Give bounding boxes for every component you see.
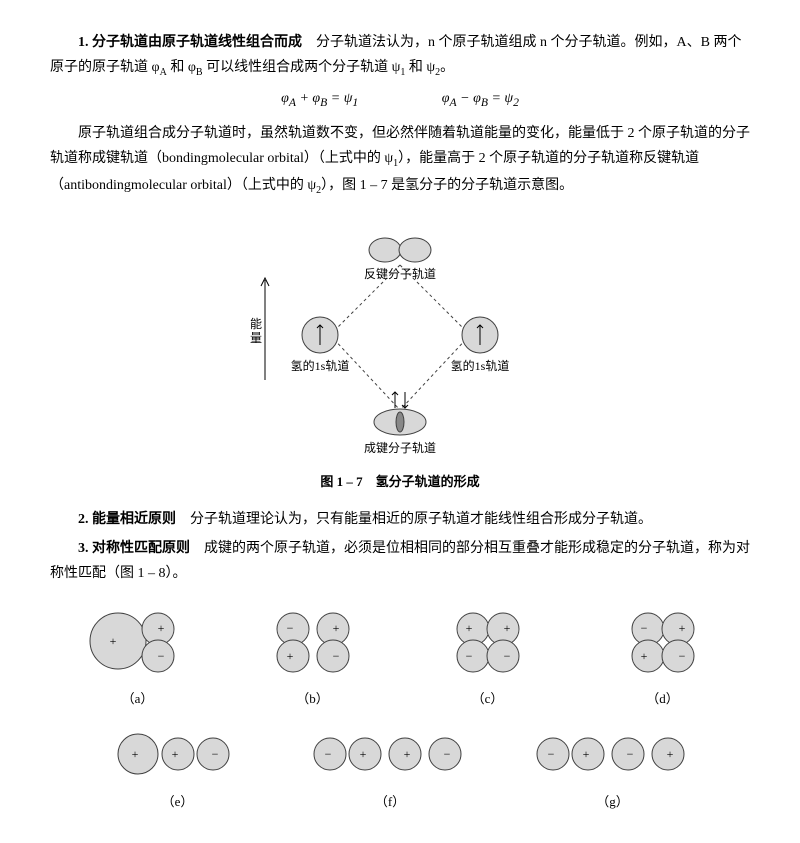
- symm-a: + + − （a）: [83, 601, 193, 710]
- svg-text:+: +: [360, 747, 367, 761]
- svg-text:+: +: [465, 621, 472, 635]
- section2-para: 2. 能量相近原则 分子轨道理论认为，只有能量相近的原子轨道才能线性组合形成分子…: [50, 507, 750, 532]
- svg-text:氢的1s轨道: 氢的1s轨道: [291, 358, 350, 373]
- left-1s-orbital: 氢的1s轨道: [291, 317, 350, 373]
- diagram-1-7: 反键分子轨道 氢的1s轨道 氢的1s轨道 成键分子轨道 能 量: [50, 210, 750, 460]
- svg-text:能: 能: [250, 317, 262, 331]
- bonding-orbital: 成键分子轨道: [364, 392, 436, 455]
- svg-text:+: +: [666, 747, 673, 761]
- energy-axis: 能 量: [250, 278, 269, 380]
- svg-text:氢的1s轨道: 氢的1s轨道: [451, 358, 510, 373]
- svg-text:−: −: [157, 649, 164, 663]
- section2-heading: 2. 能量相近原则: [78, 512, 176, 527]
- svg-text:+: +: [157, 621, 164, 635]
- svg-text:−: −: [547, 747, 554, 761]
- diagram-1-8-row1: + + − （a） − + + − （b） + − + − （c）: [50, 601, 750, 710]
- figure-1-7-caption: 图 1 – 7 氢分子轨道的形成: [50, 470, 750, 493]
- svg-text:+: +: [582, 747, 589, 761]
- section1-heading: 1. 分子轨道由原子轨道线性组合而成: [78, 35, 302, 50]
- formula-left: φA + φB = ψ1: [281, 91, 358, 106]
- svg-text:+: +: [332, 621, 339, 635]
- svg-text:+: +: [171, 747, 178, 761]
- antibonding-orbital: 反键分子轨道: [364, 238, 436, 281]
- svg-text:+: +: [640, 649, 647, 663]
- antibonding-label: 反键分子轨道: [364, 267, 436, 281]
- svg-text:+: +: [678, 621, 685, 635]
- svg-text:+: +: [404, 747, 411, 761]
- svg-text:−: −: [465, 649, 472, 663]
- svg-text:−: −: [626, 747, 633, 761]
- svg-text:−: −: [286, 621, 293, 635]
- section1-para1: 1. 分子轨道由原子轨道线性组合而成 分子轨道法认为，n 个原子轨道组成 n 个…: [50, 30, 750, 82]
- svg-text:−: −: [211, 747, 218, 761]
- svg-text:−: −: [332, 649, 339, 663]
- formula-block: φA + φB = ψ1 φA − φB = ψ2: [50, 86, 750, 113]
- section1-para2: 原子轨道组合成分子轨道时，虽然轨道数不变，但必然伴随着轨道能量的变化，能量低于 …: [50, 121, 750, 200]
- formula-right: φA − φB = ψ2: [442, 91, 519, 106]
- symm-b: − + + − （b）: [258, 601, 368, 710]
- svg-text:−: −: [640, 621, 647, 635]
- section3-heading: 3. 对称性匹配原则: [78, 541, 190, 556]
- svg-text:+: +: [109, 634, 116, 648]
- svg-text:成键分子轨道: 成键分子轨道: [364, 441, 436, 455]
- svg-text:+: +: [503, 621, 510, 635]
- svg-text:+: +: [131, 747, 138, 761]
- symm-d: − + + − （d）: [608, 601, 718, 710]
- svg-text:−: −: [678, 649, 685, 663]
- svg-text:+: +: [286, 649, 293, 663]
- svg-text:量: 量: [250, 331, 262, 345]
- symm-c: + − + − （c）: [433, 601, 543, 710]
- svg-text:−: −: [503, 649, 510, 663]
- mo-diagram-svg: 反键分子轨道 氢的1s轨道 氢的1s轨道 成键分子轨道 能 量: [220, 210, 580, 460]
- svg-text:−: −: [325, 747, 332, 761]
- right-1s-orbital: 氢的1s轨道: [451, 317, 510, 373]
- svg-text:−: −: [444, 747, 451, 761]
- section3-para: 3. 对称性匹配原则 成键的两个原子轨道，必须是位相相同的部分相互重叠才能形成稳…: [50, 536, 750, 586]
